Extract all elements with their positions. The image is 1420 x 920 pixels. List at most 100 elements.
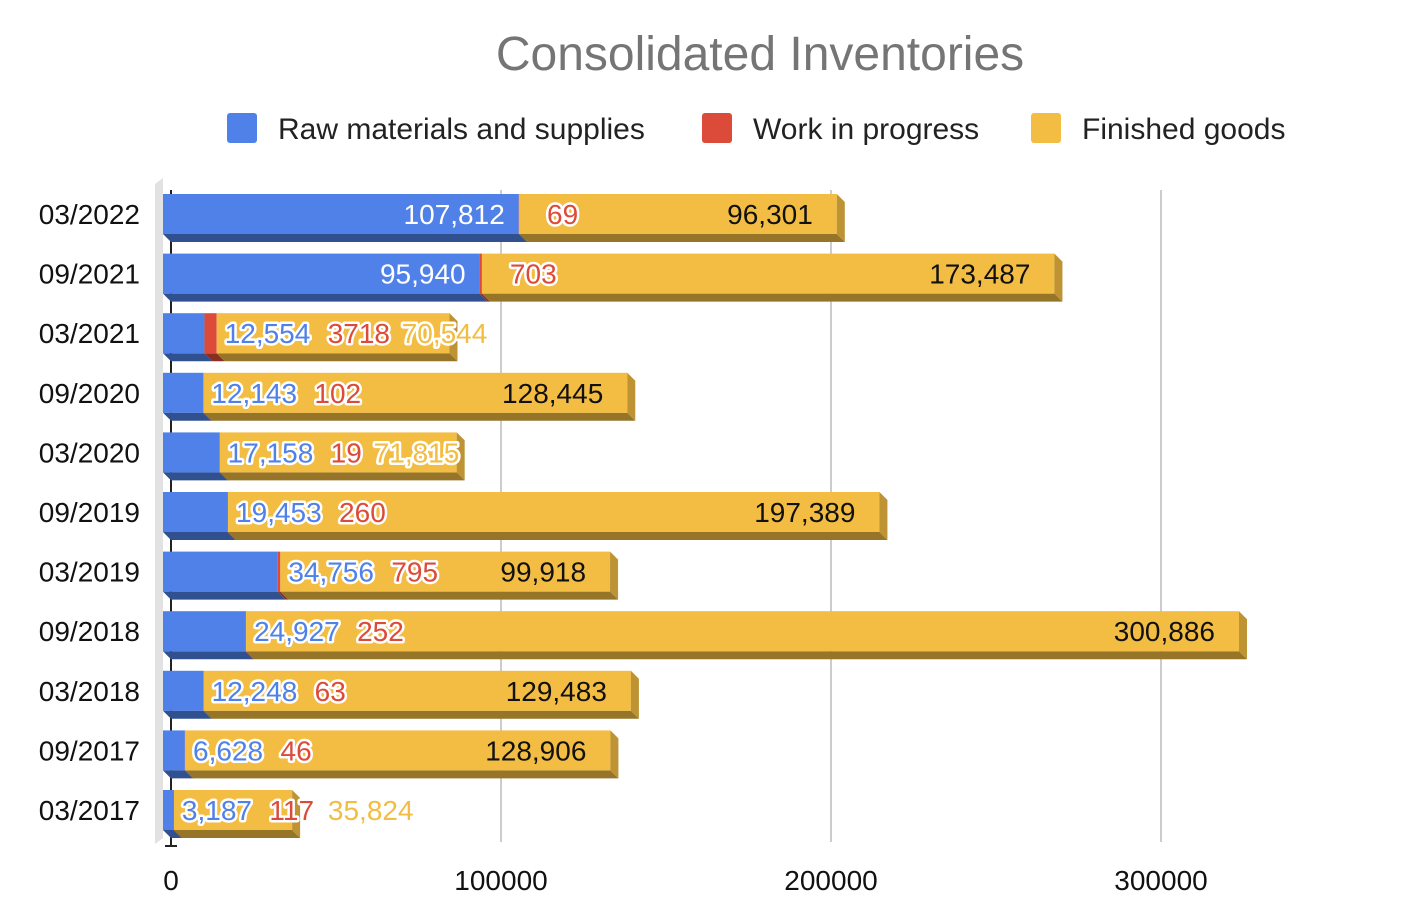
bar-bottom-face	[163, 710, 212, 719]
data-label-finished: 96,301	[727, 199, 813, 230]
category-label: 09/2020	[39, 378, 140, 409]
category-label: 03/2017	[39, 795, 140, 826]
bar-segment	[204, 313, 217, 354]
category-label: 03/2022	[39, 199, 140, 230]
data-label-finished: 71,815	[374, 437, 460, 468]
x-tick-label: 200000	[784, 865, 877, 896]
data-label-wip: 795	[391, 557, 438, 588]
data-label-finished: 300,886	[1114, 616, 1215, 647]
bar-segment	[185, 730, 611, 771]
legend-label: Work in progress	[753, 113, 979, 146]
data-label-finished: 35,824	[328, 795, 414, 826]
bar-segment	[163, 194, 519, 234]
bar-end-face	[610, 730, 619, 779]
bar-segment	[163, 730, 185, 771]
bar-bottom-face	[245, 651, 255, 660]
bar-bottom-face	[203, 412, 636, 421]
bar-bottom-face	[228, 532, 888, 540]
data-label-wip: 3718	[328, 318, 390, 349]
data-label-wip: 260	[339, 497, 386, 528]
bar-segment	[228, 492, 880, 532]
x-tick-label: 300000	[1114, 865, 1207, 896]
data-labels: 107,812 69 96,301 95,940 703 173,487 12,554 371…	[179, 197, 1215, 829]
data-label-raw: 95,940	[380, 259, 466, 290]
bar-segment	[216, 313, 450, 354]
bar-segment	[163, 253, 480, 294]
bar-end-face	[1054, 253, 1063, 302]
bar-segment	[163, 372, 204, 413]
data-label-raw: 3,187	[182, 795, 252, 826]
bar-bottom-face	[479, 293, 490, 302]
category-label: 09/2017	[39, 735, 140, 766]
data-label-wip: 117	[269, 795, 314, 826]
bar-bottom-face	[163, 293, 488, 302]
legend-label: Raw materials and supplies	[278, 113, 645, 146]
bar-segment	[163, 611, 246, 652]
category-label: 03/2020	[39, 437, 140, 468]
data-label-raw: 12,248	[212, 676, 298, 707]
category-label: 09/2018	[39, 616, 140, 647]
category-label: 03/2018	[39, 676, 140, 707]
data-label-wip: 703	[510, 259, 557, 290]
bar-segment	[163, 551, 278, 592]
data-label-raw: 19,453	[236, 497, 322, 528]
bar-segment	[163, 313, 205, 354]
bars	[163, 194, 1248, 838]
data-label-raw: 6,628	[193, 735, 263, 766]
bar-bottom-face	[280, 591, 619, 600]
data-label-wip: 46	[281, 735, 312, 766]
bar-segment	[203, 670, 631, 711]
bar-segment	[163, 790, 174, 830]
bar-segment	[203, 372, 628, 413]
chart-side-wall	[155, 178, 163, 844]
bar-bottom-face	[204, 353, 225, 362]
data-label-wip: 19	[331, 437, 362, 468]
category-label: 09/2019	[39, 497, 140, 528]
bar-bottom-face	[481, 293, 1063, 302]
bar-bottom-face	[246, 651, 1248, 660]
category-label: 03/2021	[39, 318, 140, 349]
legend-label: Finished goods	[1082, 113, 1285, 146]
bar-segment	[479, 253, 482, 294]
data-label-finished: 197,389	[754, 497, 855, 528]
data-label-finished: 70,544	[402, 318, 488, 349]
bar-end-face	[836, 194, 845, 242]
bar-segment	[219, 432, 457, 473]
data-label-raw: 24,927	[254, 616, 340, 647]
bar-bottom-face	[519, 234, 845, 242]
bar-segment	[481, 253, 1055, 294]
legend-swatch	[227, 113, 257, 143]
bar-segment	[227, 492, 229, 532]
bar-segment	[163, 492, 228, 532]
bar-end-face	[1239, 611, 1248, 660]
legend: Raw materials and supplies Work in progre…	[227, 113, 1285, 146]
category-label: 09/2021	[39, 259, 140, 290]
data-label-wip: 252	[357, 616, 404, 647]
bar-bottom-face	[216, 353, 458, 362]
bar-end-face	[879, 492, 888, 540]
bar-segment	[245, 611, 247, 652]
bar-end-face	[449, 313, 458, 362]
data-label-raw: 34,756	[288, 557, 374, 588]
category-axis: 03/2022 09/2021 03/2021 09/2020 03/2020 09/20…	[39, 199, 140, 826]
bar-end-face	[292, 790, 301, 838]
data-label-finished: 99,918	[500, 557, 586, 588]
bar-segment	[246, 611, 1240, 652]
data-label-raw: 12,554	[225, 318, 311, 349]
bar-bottom-face	[219, 472, 465, 481]
data-label-raw: 107,812	[404, 199, 505, 230]
bar-segment	[280, 551, 611, 592]
bar-segment	[163, 432, 220, 473]
bar-bottom-face	[163, 234, 527, 242]
category-label: 03/2019	[39, 557, 140, 588]
bar-bottom-face	[163, 532, 236, 540]
bar-segment	[173, 790, 293, 830]
bar-bottom-face	[203, 710, 639, 719]
data-label-finished: 173,487	[929, 259, 1030, 290]
bar-bottom-face	[173, 830, 301, 838]
bar-bottom-face	[163, 353, 213, 362]
value-axis: 0 100000 200000 300000	[163, 865, 1208, 896]
data-label-finished: 129,483	[506, 676, 607, 707]
bar-bottom-face	[163, 472, 228, 481]
